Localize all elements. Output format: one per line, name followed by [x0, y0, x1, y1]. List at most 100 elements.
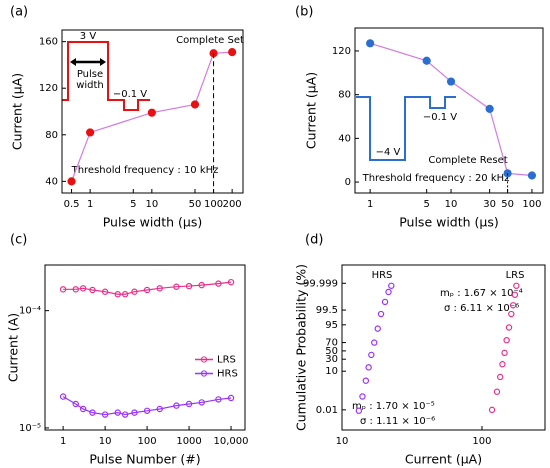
y-tick-label: 99.5 — [316, 305, 338, 316]
data-point — [497, 373, 504, 381]
data-point — [173, 402, 180, 409]
y-tick-label: 120 — [39, 83, 58, 94]
annotation: σ : 6.11 × 10⁻⁶ — [444, 303, 519, 314]
data-point — [198, 399, 205, 406]
data-point — [355, 407, 363, 414]
panel-label: (a) — [10, 5, 28, 20]
data-point — [227, 278, 235, 286]
annotation: Pulse — [77, 69, 103, 80]
annotation: mₚ : 1.70 × 10⁻⁵ — [352, 401, 435, 412]
x-tick-label: 100 — [522, 199, 541, 210]
series-label: LRS — [506, 270, 525, 281]
data-point — [198, 281, 205, 289]
data-point — [79, 285, 87, 292]
data-point — [371, 339, 378, 346]
y-tick-label: 10 — [325, 366, 338, 377]
series-label: HRS — [372, 270, 393, 281]
data-point — [131, 288, 138, 295]
x-tick-label: 1000 — [176, 436, 201, 447]
pulse-inset — [62, 41, 150, 111]
y-tick-label: 30 — [325, 354, 338, 365]
plot-frame — [61, 29, 244, 194]
x-axis-label: Current (μA) — [405, 452, 482, 467]
y-tick-label: 160 — [39, 37, 58, 48]
annotation: 3 V — [80, 31, 97, 42]
y-axis-label: Current (A) — [6, 313, 21, 382]
y-tick-label: 80 — [338, 90, 351, 101]
data-point — [143, 407, 151, 414]
panel-label: (d) — [305, 233, 323, 248]
data-point — [59, 286, 67, 293]
x-tick-label: 1 — [367, 199, 373, 210]
y-tick-label: 95 — [325, 320, 338, 331]
data-point — [79, 405, 87, 413]
data-point — [86, 128, 95, 137]
data-point — [503, 336, 510, 344]
data-point — [114, 291, 121, 298]
data-point — [446, 77, 456, 86]
data-point — [362, 377, 370, 384]
x-tick-label: 30 — [483, 199, 496, 210]
x-tick-label: 10 — [445, 199, 458, 210]
annotation: −0.1 V — [113, 89, 147, 100]
x-tick-label: 0.5 — [64, 199, 80, 210]
x-axis-label: Pulse width (μs) — [399, 215, 499, 230]
data-point — [509, 302, 517, 309]
data-point — [156, 405, 163, 413]
data-point — [513, 282, 520, 289]
data-point — [511, 291, 519, 298]
data-point — [508, 310, 515, 318]
x-tick-label: 100 — [204, 199, 223, 210]
legend-marker — [200, 356, 208, 363]
data-point — [67, 177, 76, 186]
x-tick-label: 200 — [223, 199, 242, 210]
data-point — [388, 282, 395, 289]
data-point — [101, 411, 109, 418]
data-point — [368, 351, 375, 359]
x-tick-label: 50 — [501, 199, 514, 210]
annotation: Threshold frequency : 10 kHz — [71, 165, 219, 176]
x-tick-label: 100 — [138, 436, 157, 447]
data-point — [488, 406, 496, 414]
data-point — [185, 400, 193, 408]
data-point — [114, 409, 121, 416]
data-point — [121, 291, 129, 298]
data-point — [215, 396, 222, 403]
y-tick-label: 80 — [45, 130, 58, 141]
x-tick-label: 5 — [130, 199, 136, 210]
x-axis-label: Pulse width (μs) — [103, 215, 203, 230]
panel-label: (b) — [295, 5, 313, 20]
data-point — [147, 108, 156, 117]
data-point — [72, 400, 79, 408]
series-line — [62, 396, 232, 416]
plot-frame — [44, 264, 246, 431]
arrow-head — [70, 58, 76, 66]
data-point — [365, 364, 372, 371]
y-tick-label: 10⁻⁵ — [19, 423, 41, 434]
data-point — [89, 409, 96, 416]
annotation: Complete Set — [176, 35, 244, 46]
x-tick-label: 10,000 — [214, 436, 249, 447]
data-point — [499, 361, 506, 368]
data-point — [185, 282, 193, 290]
data-point — [228, 48, 237, 57]
panel-label: (c) — [10, 233, 27, 248]
data-point — [366, 39, 375, 48]
x-tick-label: 100 — [472, 436, 491, 447]
data-point — [190, 100, 200, 109]
y-tick-label: 0.01 — [316, 405, 338, 416]
data-point — [173, 283, 180, 290]
data-point — [143, 286, 151, 294]
data-point — [89, 286, 96, 294]
annotation: Complete Reset — [428, 155, 507, 166]
x-tick-label: 1 — [60, 436, 66, 447]
x-tick-label: 50 — [189, 199, 202, 210]
x-tick-label: 10 — [99, 436, 112, 447]
data-point — [72, 286, 79, 293]
data-point — [59, 393, 67, 400]
x-tick-label: 1 — [87, 199, 93, 210]
y-axis-label: Current (μA) — [10, 73, 25, 150]
x-tick-label: 10 — [145, 199, 158, 210]
annotation: width — [76, 80, 104, 91]
